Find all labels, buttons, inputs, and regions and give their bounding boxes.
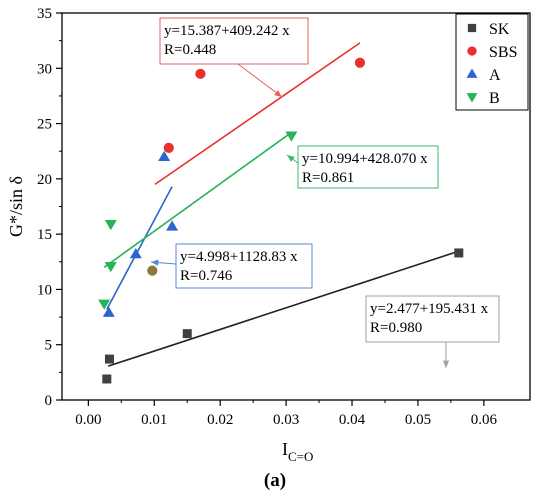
annotation-text: R=0.980 [370, 320, 422, 336]
fit-line-sk [107, 250, 460, 367]
y-axis-label: G*/sin δ [6, 176, 26, 237]
legend-marker-sbs [467, 46, 477, 56]
point-sk [104, 354, 114, 364]
point-sk [454, 248, 464, 258]
fit-line-sbs [154, 42, 361, 186]
annotation-box [175, 243, 313, 289]
annotation-arrows [150, 63, 450, 368]
fit-annotations: y=2.477+195.431 x R=0.980 y=15.387+409.242… [159, 17, 500, 343]
x-tick-label: 0.00 [75, 412, 101, 428]
annotation-arrowhead [287, 155, 295, 162]
annotation-text: y=2.477+195.431 x [370, 301, 489, 317]
annotation-text: y=15.387+409.242 x [164, 23, 290, 39]
legend-label-a: A [489, 67, 501, 84]
y-tick-label: 0 [45, 393, 53, 409]
legend-marker-b [466, 93, 478, 103]
y-tick-label: 15 [37, 227, 52, 243]
point-a [129, 248, 142, 259]
legend-label-b: B [489, 90, 500, 107]
annotation-a: y=4.998+1128.83 x R=0.746 [175, 243, 313, 289]
chart-svg: 0.00 0.01 0.02 0.03 0.04 0.05 0.06 0 5 10 15 20 25 30… [6, 6, 531, 464]
annotation-text: R=0.448 [164, 42, 216, 58]
y-tick-label: 25 [37, 117, 52, 133]
annotation-box [365, 295, 500, 343]
point-sbs [163, 142, 174, 153]
y-tick-label: 30 [37, 61, 52, 77]
x-tick-label: 0.01 [141, 412, 167, 428]
y-tick-label: 20 [37, 172, 52, 188]
annotation-sk: y=2.477+195.431 x R=0.980 [365, 295, 500, 343]
annotation-box [297, 145, 439, 189]
annotation-text: y=4.998+1128.83 x [180, 249, 298, 265]
legend-label-sk: SK [489, 21, 510, 38]
annotation-text: R=0.746 [180, 268, 233, 284]
point-b [98, 299, 111, 310]
point-b [285, 131, 298, 142]
annotation-arrowhead [274, 90, 282, 97]
axes: 0.00 0.01 0.02 0.03 0.04 0.05 0.06 0 5 10 15 20 25 30… [6, 6, 497, 464]
point-sbs [195, 68, 206, 79]
point-b [104, 219, 117, 231]
x-tick-label: 0.03 [273, 412, 299, 428]
data-points [98, 57, 464, 384]
figure-caption: (a) [0, 470, 550, 492]
x-axis-label: IC=O [282, 439, 313, 464]
fit-line-b [103, 131, 292, 268]
y-tick-label: 5 [45, 338, 53, 354]
fit-line-a [106, 186, 173, 310]
annotation-b: y=10.994+428.070 x R=0.861 [297, 145, 439, 189]
point-extra [147, 265, 158, 276]
point-sbs [354, 57, 366, 68]
x-tick-label: 0.05 [405, 412, 431, 428]
annotation-sbs: y=15.387+409.242 x R=0.448 [159, 17, 309, 65]
caption-label: (a) [263, 470, 287, 491]
y-tick-label: 35 [37, 6, 52, 22]
x-tick-label: 0.06 [471, 412, 498, 428]
annotation-arrowhead [442, 360, 450, 368]
fit-lines [103, 42, 460, 367]
point-sk [182, 329, 192, 339]
y-tick-label: 10 [37, 282, 52, 298]
x-tick-label: 0.02 [207, 412, 233, 428]
legend-marker-sk [467, 23, 477, 33]
point-b [104, 262, 117, 273]
annotation-box [159, 17, 309, 65]
annotation-text: R=0.861 [302, 170, 354, 186]
annotation-arrow-sbs [237, 63, 283, 98]
annotation-arrowhead [151, 259, 159, 266]
point-sk [102, 374, 112, 384]
x-axis-label-subscript: C=O [288, 449, 313, 464]
legend: SK SBS AB [455, 13, 529, 111]
x-tick-label: 0.04 [339, 412, 366, 428]
point-a [158, 150, 171, 161]
legend-label-sbs: SBS [489, 44, 517, 61]
point-a [102, 306, 115, 317]
legend-marker-a [466, 68, 478, 78]
annotation-text: y=10.994+428.070 x [302, 151, 428, 167]
point-a [166, 220, 179, 231]
